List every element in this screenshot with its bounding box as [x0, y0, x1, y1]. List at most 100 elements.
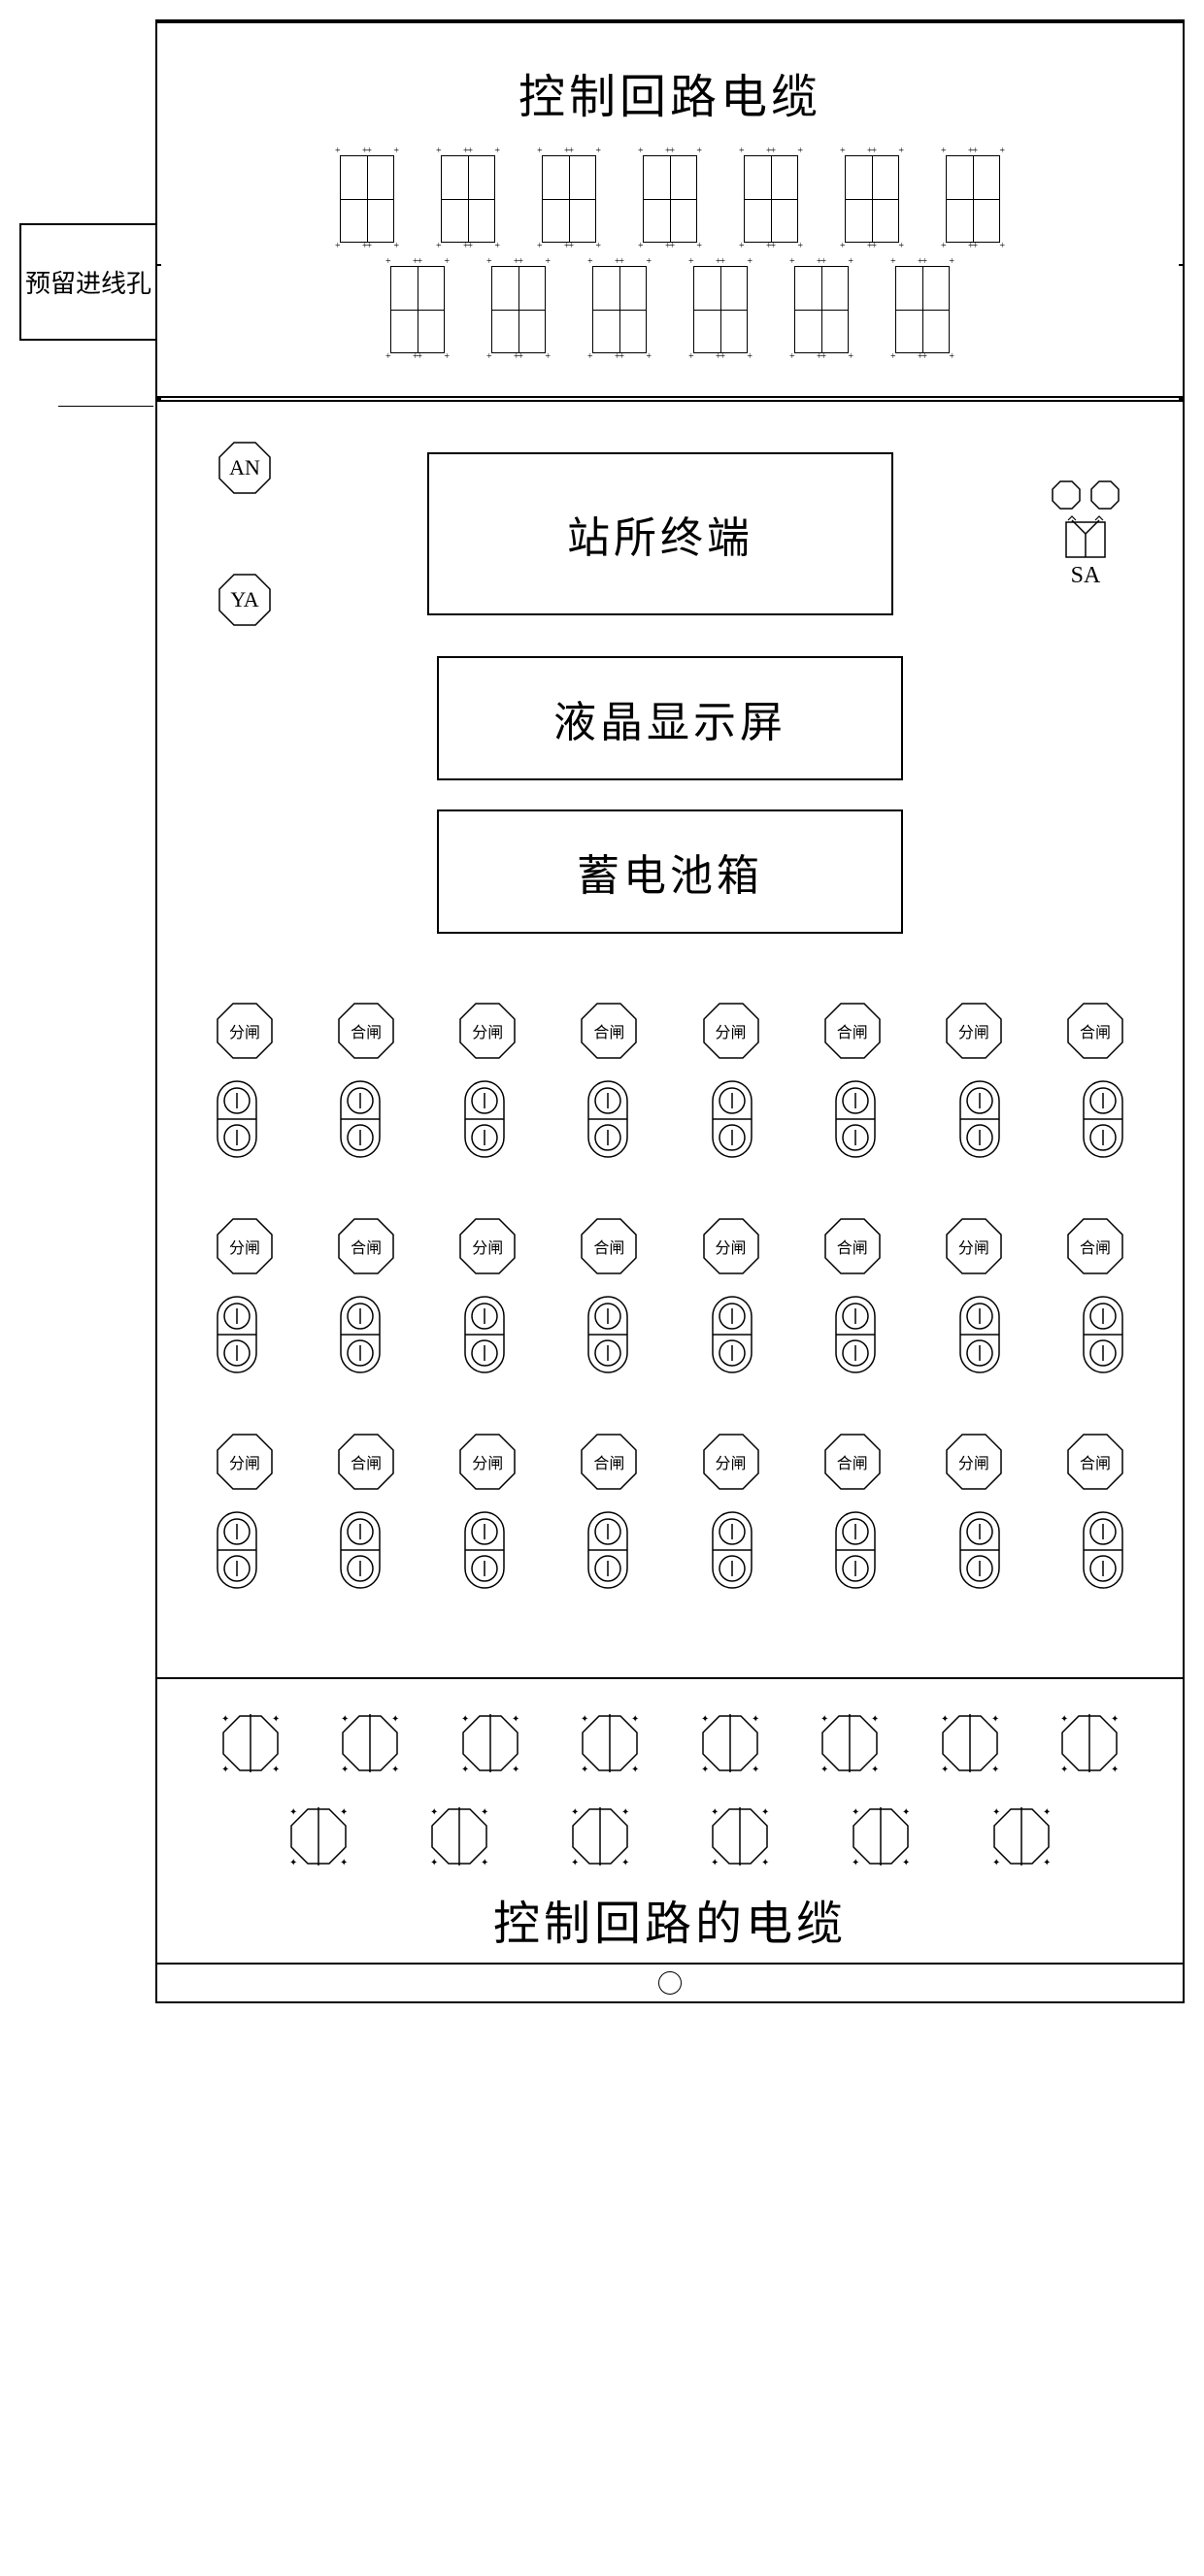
close-button: 合闸	[823, 1002, 882, 1060]
close-button: 合闸	[823, 1433, 882, 1491]
button-row: 分闸合闸分闸合闸分闸合闸分闸合闸	[196, 1002, 1144, 1060]
open-button: 分闸	[945, 1002, 1003, 1060]
ya-badge-label: YA	[230, 587, 258, 612]
close-button: 合闸	[1066, 1433, 1124, 1491]
indicator-icon	[216, 1510, 258, 1590]
indicator-icon	[339, 1079, 382, 1159]
rotary-knob-icon: ✦✦✦✦	[424, 1801, 494, 1871]
close-button: 合闸	[337, 1433, 395, 1491]
station-terminal-box: 站所终端	[427, 452, 893, 615]
open-button: 分闸	[216, 1433, 274, 1491]
indicator-icon	[216, 1079, 258, 1159]
svg-text:✦: ✦	[461, 1714, 469, 1725]
open-button: 分闸	[702, 1217, 760, 1275]
indicator-row	[196, 1510, 1144, 1590]
an-badge-label: AN	[229, 455, 260, 480]
close-button: 合闸	[337, 1217, 395, 1275]
open-button: 分闸	[945, 1217, 1003, 1275]
svg-text:✦: ✦	[512, 1714, 519, 1725]
terminal-block: ++++++++	[491, 266, 546, 353]
svg-text:✦: ✦	[1060, 1765, 1068, 1775]
svg-text:✦: ✦	[621, 1807, 629, 1818]
close-button: 合闸	[337, 1002, 395, 1060]
svg-text:✦: ✦	[289, 1807, 297, 1818]
svg-text:✦: ✦	[871, 1714, 879, 1725]
svg-text:✦: ✦	[289, 1858, 297, 1868]
svg-text:✦: ✦	[711, 1807, 719, 1818]
svg-text:✦: ✦	[902, 1858, 910, 1868]
svg-text:✦: ✦	[701, 1714, 709, 1725]
svg-text:✦: ✦	[581, 1765, 588, 1775]
open-button: 分闸	[458, 1433, 517, 1491]
rotary-knob-icon: ✦✦✦✦	[335, 1708, 405, 1778]
svg-text:✦: ✦	[902, 1807, 910, 1818]
terminal-row-1: ++++++++++++++++++++++++++++++++++++++++…	[196, 155, 1144, 243]
indicator-icon	[834, 1295, 877, 1374]
reserved-hole-label-box: 预留进线孔	[19, 223, 155, 341]
indicator-icon	[339, 1295, 382, 1374]
rotary-knob-icon: ✦✦✦✦	[935, 1708, 1005, 1778]
open-button: 分闸	[702, 1433, 760, 1491]
top-title: 控制回路电缆	[196, 58, 1144, 126]
open-button: 分闸	[945, 1433, 1003, 1491]
svg-text:✦: ✦	[1111, 1714, 1119, 1725]
indicator-icon	[463, 1510, 506, 1590]
close-button: 合闸	[1066, 1002, 1124, 1060]
open-button: 分闸	[458, 1002, 517, 1060]
sa-circle-right	[1089, 479, 1120, 511]
knob-row-2: ✦✦✦✦✦✦✦✦✦✦✦✦✦✦✦✦✦✦✦✦✦✦✦✦	[196, 1801, 1144, 1871]
rotary-knob-icon: ✦✦✦✦	[815, 1708, 885, 1778]
svg-text:✦: ✦	[221, 1765, 229, 1775]
svg-text:✦: ✦	[701, 1765, 709, 1775]
terminal-block: ++++++++	[390, 266, 445, 353]
rotary-knob-icon: ✦✦✦✦	[846, 1801, 916, 1871]
button-row: 分闸合闸分闸合闸分闸合闸分闸合闸	[196, 1217, 1144, 1275]
mid-row: AN YA 站所终端	[196, 441, 1144, 627]
svg-text:✦: ✦	[1043, 1858, 1051, 1868]
center-boxes-2: 液晶显示屏 蓄电池箱	[196, 656, 1144, 934]
indicator-icon	[711, 1510, 753, 1590]
svg-text:✦: ✦	[391, 1765, 399, 1775]
terminal-block: ++++++++	[946, 155, 1000, 243]
sa-selector-group: SA	[1027, 479, 1144, 589]
top-section: 控制回路电缆 +++++++++++++++++++++++++++++++++…	[157, 29, 1183, 396]
reserved-hole-leader-line	[58, 406, 153, 407]
an-badge: AN	[217, 441, 272, 495]
svg-text:✦: ✦	[941, 1714, 949, 1725]
svg-text:✦: ✦	[752, 1765, 759, 1775]
svg-text:✦: ✦	[340, 1858, 348, 1868]
svg-text:✦: ✦	[340, 1807, 348, 1818]
close-button: 合闸	[580, 1433, 638, 1491]
rotary-knob-icon: ✦✦✦✦	[575, 1708, 645, 1778]
svg-text:✦: ✦	[1060, 1714, 1068, 1725]
svg-text:✦: ✦	[941, 1765, 949, 1775]
sa-indicator-circles	[1051, 479, 1120, 511]
close-button: 合闸	[580, 1002, 638, 1060]
svg-text:✦: ✦	[581, 1714, 588, 1725]
button-row: 分闸 合闸 分闸 合闸 分闸 合闸 分闸 合闸	[196, 1433, 1144, 1491]
battery-box: 蓄电池箱	[437, 809, 903, 934]
svg-text:✦: ✦	[430, 1858, 438, 1868]
svg-text:✦: ✦	[991, 1765, 999, 1775]
footer-bar	[157, 1963, 1183, 2001]
indicator-icon	[586, 1079, 629, 1159]
knob-row-1: ✦✦✦✦✦✦✦✦✦✦✦✦✦✦✦✦✦✦✦✦✦✦✦✦✦✦✦✦✦✦✦✦	[196, 1708, 1144, 1778]
indicator-icon	[711, 1079, 753, 1159]
open-button: 分闸	[216, 1217, 274, 1275]
indicator-icon	[339, 1510, 382, 1590]
close-button: 合闸	[823, 1217, 882, 1275]
svg-text:✦: ✦	[341, 1714, 349, 1725]
svg-text:✦: ✦	[512, 1765, 519, 1775]
svg-text:✦: ✦	[820, 1714, 828, 1725]
terminal-block: ++++++++	[693, 266, 748, 353]
indicator-icon	[958, 1295, 1001, 1374]
open-button: 分闸	[458, 1217, 517, 1275]
svg-text:✦: ✦	[571, 1858, 579, 1868]
top-double-border	[157, 21, 1183, 29]
svg-text:✦: ✦	[820, 1765, 828, 1775]
svg-text:✦: ✦	[992, 1807, 1000, 1818]
svg-text:✦: ✦	[272, 1714, 280, 1725]
indicator-icon	[834, 1079, 877, 1159]
indicator-icon	[958, 1510, 1001, 1590]
svg-text:✦: ✦	[1043, 1807, 1051, 1818]
